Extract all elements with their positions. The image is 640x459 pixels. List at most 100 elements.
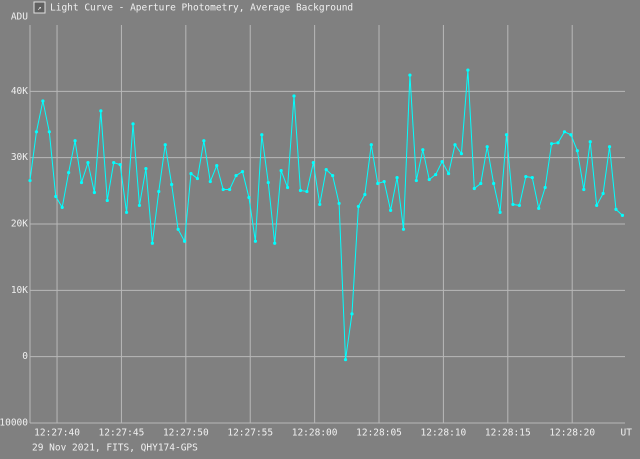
data-point: [543, 185, 547, 190]
data-point: [305, 189, 309, 194]
data-point: [202, 139, 206, 143]
x-tick-label: 12:27:40: [34, 428, 80, 439]
data-point: [331, 173, 335, 178]
data-point: [492, 181, 496, 186]
data-point: [472, 186, 476, 191]
data-point: [356, 204, 361, 209]
x-tick-label: 12:28:00: [292, 428, 338, 439]
y-tick-label: 30K: [11, 152, 28, 163]
data-point: [182, 239, 187, 243]
data-point: [67, 170, 71, 175]
data-point: [292, 94, 296, 98]
data-point: [446, 171, 451, 176]
data-point: [524, 174, 528, 179]
data-point: [620, 213, 625, 217]
data-point: [221, 187, 225, 192]
data-point: [41, 99, 45, 103]
data-point: [124, 210, 129, 214]
data-point: [582, 187, 586, 192]
x-tick-label: 12:27:50: [163, 428, 209, 439]
data-point: [131, 122, 135, 126]
data-point: [266, 180, 270, 185]
data-point: [79, 180, 84, 185]
data-point: [401, 227, 406, 231]
data-point: [530, 175, 534, 180]
x-tick-label: 12:28:20: [549, 428, 595, 439]
x-tick-label: 12:28:10: [421, 428, 467, 439]
data-point: [176, 227, 180, 231]
data-point: [369, 143, 373, 147]
data-point: [408, 73, 412, 77]
data-point: [466, 68, 470, 72]
data-point: [60, 205, 64, 210]
data-point: [228, 187, 232, 192]
data-point: [247, 195, 251, 200]
y-axis-label: ADU: [11, 12, 28, 23]
data-point: [414, 178, 418, 183]
data-point: [350, 312, 354, 316]
data-point: [170, 182, 174, 187]
data-point: [376, 181, 380, 186]
series-line: [29, 70, 623, 360]
data-point: [157, 189, 161, 194]
data-point: [459, 152, 464, 156]
data-point: [343, 358, 348, 362]
data-point: [273, 241, 277, 245]
data-point: [601, 191, 605, 196]
data-point: [382, 179, 386, 184]
data-point: [150, 241, 154, 245]
x-tick-label: 12:27:45: [99, 428, 145, 439]
y-tick-label: 40K: [11, 86, 28, 97]
data-point: [453, 143, 457, 147]
data-point: [614, 207, 618, 212]
data-point: [607, 145, 612, 149]
data-point: [163, 143, 167, 147]
y-tick-label: -10000: [0, 418, 28, 429]
window-icon-glyph: ↗: [37, 4, 41, 12]
data-point: [504, 133, 509, 137]
data-point: [324, 168, 328, 172]
data-point: [575, 149, 579, 153]
window-title: Light Curve - Aperture Photometry, Avera…: [50, 3, 353, 14]
data-point: [389, 208, 393, 213]
data-point: [240, 169, 245, 174]
data-point: [479, 181, 483, 186]
data-point: [189, 171, 193, 176]
data-point: [279, 169, 283, 173]
data-point: [234, 173, 238, 178]
data-point: [112, 161, 116, 165]
data-point: [137, 203, 142, 208]
data-point: [427, 177, 431, 182]
data-point: [517, 203, 521, 208]
data-point: [285, 185, 290, 190]
y-tick-label: 10K: [11, 285, 28, 296]
data-point: [485, 145, 489, 149]
data-point: [395, 175, 399, 180]
data-point: [47, 130, 51, 134]
data-point: [337, 201, 341, 206]
data-point: [253, 239, 257, 243]
y-tick-label: 0: [22, 351, 28, 362]
data-point: [118, 163, 122, 167]
data-point: [208, 179, 212, 184]
x-axis-label: UT: [621, 428, 633, 439]
data-point: [549, 142, 554, 146]
data-point: [498, 210, 502, 214]
data-point: [99, 109, 103, 113]
x-tick-label: 12:27:55: [227, 428, 273, 439]
data-point: [28, 178, 32, 183]
data-point: [260, 133, 264, 137]
data-point: [318, 202, 322, 207]
data-point: [562, 130, 567, 134]
data-point: [511, 202, 515, 207]
data-point: [34, 130, 39, 134]
data-point: [421, 148, 425, 152]
data-point: [440, 160, 444, 164]
data-point: [434, 172, 438, 177]
footer: 29 Nov 2021, FITS, QHY174-GPS: [32, 443, 198, 454]
window-icon[interactable]: [33, 1, 46, 14]
data-point: [363, 192, 367, 197]
x-tick-label: 12:28:15: [485, 428, 531, 439]
